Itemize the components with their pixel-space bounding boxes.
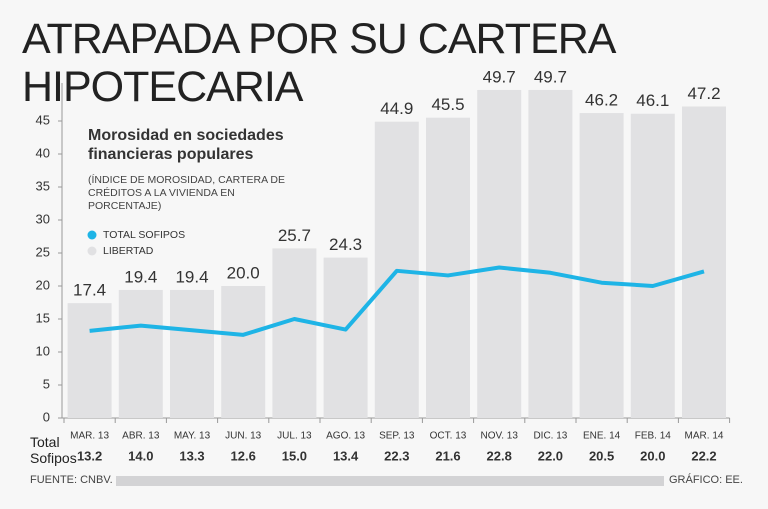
- table-value: 20.5: [589, 448, 614, 463]
- table-value: 22.8: [487, 448, 512, 463]
- x-tick-label: AGO. 13: [326, 431, 365, 442]
- y-tick-label: 15: [36, 310, 50, 325]
- credit: GRÁFICO: EE.: [669, 474, 743, 486]
- x-tick-label: ABR. 13: [122, 431, 160, 442]
- x-tick-label: MAY. 13: [174, 431, 211, 442]
- bar-value-label: 49.7: [483, 67, 516, 86]
- table-row-label: Total Sofipos: [30, 434, 77, 466]
- bar: [67, 303, 112, 418]
- table-value: 13.2: [77, 448, 102, 463]
- bar-value-label: 19.4: [124, 267, 157, 286]
- table-value: 22.0: [538, 448, 563, 463]
- bar: [682, 106, 726, 418]
- bar-value-label: 17.4: [73, 281, 106, 300]
- bar: [118, 289, 163, 418]
- table-value: 12.6: [231, 448, 256, 463]
- bar: [528, 89, 573, 418]
- table-value: 20.0: [640, 448, 665, 463]
- bar: [221, 286, 266, 418]
- legend-swatch: [87, 230, 97, 240]
- x-tick-label: FEB. 14: [635, 431, 672, 442]
- bar: [272, 248, 317, 418]
- bar: [579, 113, 624, 418]
- table-value: 14.0: [128, 448, 153, 463]
- bar-value-label: 49.7: [534, 67, 567, 86]
- bar-value-label: 19.4: [175, 267, 208, 286]
- table-value: 13.4: [333, 448, 359, 463]
- bar-value-label: 47.2: [687, 84, 720, 103]
- y-tick-label: 20: [36, 277, 50, 292]
- x-tick-label: DIC. 13: [533, 431, 567, 442]
- bar-value-label: 44.9: [380, 99, 413, 118]
- bar-value-label: 46.2: [585, 91, 618, 110]
- bar: [170, 289, 214, 418]
- y-tick-label: 40: [36, 145, 50, 160]
- x-tick-label: NOV. 13: [480, 431, 518, 442]
- y-tick-label: 10: [36, 343, 50, 358]
- table-value: 15.0: [282, 448, 307, 463]
- bar: [477, 89, 522, 418]
- x-tick-label: JUN. 13: [225, 431, 262, 442]
- x-tick-label: MAR. 13: [70, 431, 109, 442]
- legend-label: TOTAL SOFIPOS: [103, 229, 185, 241]
- subtitle: Morosidad en sociedades financieras popu…: [88, 127, 284, 163]
- bar-value-label: 46.1: [636, 91, 669, 110]
- line: [89, 265, 705, 337]
- chart-title: HIPOTECARIA: [22, 63, 303, 111]
- x-tick-label: ENE. 14: [583, 431, 621, 442]
- table-value: 22.3: [384, 448, 409, 463]
- bar: [426, 117, 470, 418]
- legend-label: LIBERTAD: [103, 245, 154, 257]
- y-tick-label: 25: [36, 244, 50, 259]
- y-tick-label: 45: [36, 112, 50, 127]
- bar-value-label: 24.3: [329, 235, 362, 254]
- note: (ÍNDICE DE MOROSIDAD, CARTERA DE CRÉDITO…: [88, 174, 285, 212]
- source: FUENTE: CNBV.: [30, 474, 113, 486]
- x-tick-label: MAR. 14: [685, 431, 724, 442]
- table-value: 13.3: [179, 448, 204, 463]
- y-tick-label: 30: [36, 211, 50, 226]
- table-value: 22.2: [691, 448, 716, 463]
- bar-value-label: 20.0: [227, 263, 260, 282]
- table-value: 21.6: [435, 448, 460, 463]
- x-tick-label: SEP. 13: [379, 431, 415, 442]
- y-tick-label: 5: [43, 376, 50, 391]
- chart-title: ATRAPADA POR SU CARTERA: [22, 15, 616, 63]
- bar: [323, 257, 368, 418]
- bar: [630, 113, 675, 419]
- footer-band: [116, 476, 664, 486]
- bar-value-label: 45.5: [431, 95, 464, 114]
- x-tick-label: OCT. 13: [430, 431, 467, 442]
- x-tick-label: JUL. 13: [277, 431, 312, 442]
- legend-swatch: [87, 246, 97, 256]
- y-tick-label: 35: [36, 178, 50, 193]
- y-tick-label: 0: [43, 409, 50, 424]
- bar-value-label: 25.7: [278, 226, 311, 245]
